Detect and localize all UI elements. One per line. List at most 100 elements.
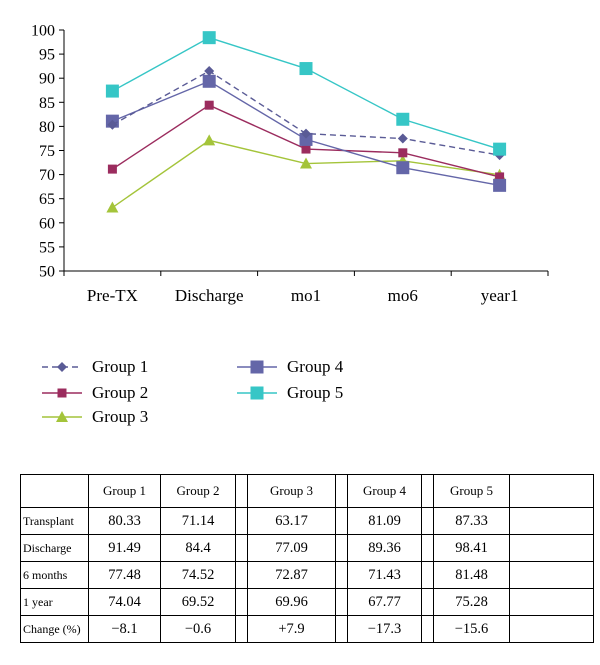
table-row: 1 year 74.04 69.52 69.96 67.77 75.28 [20, 588, 594, 616]
data-table: Group 1 Group 2 Group 3 Group 4 Group 5 … [20, 474, 594, 643]
y-tick-label: 85 [39, 95, 55, 112]
table-header-cell: Group 4 [347, 474, 422, 508]
legend-swatch-group-2 [42, 388, 82, 398]
table-cell: 81.48 [433, 561, 510, 589]
table-cell: 72.87 [247, 561, 336, 589]
legend-swatch-group-1 [42, 362, 82, 372]
data-point [396, 161, 410, 175]
legend-label: Group 4 [287, 357, 344, 376]
data-point [397, 133, 408, 144]
table-cell: −8.1 [88, 615, 161, 643]
table-cell: 91.49 [88, 534, 161, 562]
chart-series [105, 31, 507, 213]
table-cell: 89.36 [347, 534, 422, 562]
legend-item-group-2: Group 2 [40, 381, 148, 405]
legend-marker [250, 360, 264, 374]
legend-marker [57, 362, 67, 372]
table-row: Transplant 80.33 71.14 63.17 81.09 87.33 [20, 507, 594, 535]
table-cell [509, 561, 594, 589]
table-cell: 69.96 [247, 588, 336, 616]
table-row: Discharge 91.49 84.4 77.09 89.36 98.41 [20, 534, 594, 562]
table-cell: −0.6 [160, 615, 236, 643]
table-cell [235, 507, 248, 535]
table-header-cell: Group 2 [160, 474, 236, 508]
table-cell: 63.17 [247, 507, 336, 535]
y-tick-label: 70 [39, 167, 55, 184]
table-row: 6 months 77.48 74.52 72.87 71.43 81.48 [20, 561, 594, 589]
table-cell [335, 615, 348, 643]
table-cell: 98.41 [433, 534, 510, 562]
legend-swatch-group-4 [237, 360, 277, 374]
series-line [112, 70, 500, 156]
legend-item-group-5: Group 5 [235, 381, 343, 405]
legend-label: Group 5 [287, 383, 344, 402]
table-header-row: Group 1 Group 2 Group 3 Group 4 Group 5 [20, 474, 594, 508]
table-cell [235, 534, 248, 562]
series-group-2 [107, 100, 505, 182]
legend-marker [250, 386, 264, 400]
y-tick-label: 60 [39, 215, 55, 232]
data-point [204, 66, 215, 77]
table-cell [421, 507, 434, 535]
table-cell: +7.9 [247, 615, 336, 643]
table-cell [509, 507, 594, 535]
table-header-cell [235, 474, 248, 508]
y-tick-label: 100 [31, 23, 55, 40]
y-tick-label: 90 [39, 71, 55, 88]
y-tick-label: 50 [39, 264, 55, 281]
table-cell [509, 615, 594, 643]
x-tick-label: mo1 [291, 286, 321, 305]
table-cell: 71.43 [347, 561, 422, 589]
data-point [107, 119, 118, 130]
table-cell: −15.6 [433, 615, 510, 643]
data-point [301, 128, 311, 139]
y-tick-label: 65 [39, 191, 55, 208]
table-row-label: 1 year [20, 588, 89, 616]
table-header-cell [509, 474, 594, 508]
x-tick-label: year1 [481, 286, 519, 305]
legend-marker [57, 388, 67, 398]
table-cell: 87.33 [433, 507, 510, 535]
data-point [493, 142, 507, 156]
table-cell: −17.3 [347, 615, 422, 643]
data-point [105, 84, 119, 98]
legend-label: Group 3 [92, 407, 149, 426]
table-cell [335, 588, 348, 616]
table-cell: 71.14 [160, 507, 236, 535]
data-point [493, 178, 507, 192]
table-cell [235, 615, 248, 643]
x-tick-label: Discharge [175, 286, 244, 305]
y-tick-label: 75 [39, 143, 55, 160]
data-point [203, 134, 216, 146]
data-point [106, 201, 119, 213]
data-point [204, 100, 214, 110]
data-point [202, 74, 216, 88]
table-row-label: 6 months [20, 561, 89, 589]
legend-swatch-group-3 [42, 411, 82, 422]
legend-marker [56, 411, 68, 422]
table-cell: 74.04 [88, 588, 161, 616]
table-cell [421, 534, 434, 562]
data-point [202, 31, 216, 45]
table-cell: 74.52 [160, 561, 236, 589]
data-point [107, 164, 117, 174]
data-point [396, 112, 410, 126]
y-tick-label: 55 [39, 239, 55, 256]
x-tick-label: Pre-TX [87, 286, 138, 305]
table-row-label: Change (%) [20, 615, 89, 643]
legend-item-group-1: Group 1 [40, 355, 148, 379]
table-cell: 77.09 [247, 534, 336, 562]
table-cell: 84.4 [160, 534, 236, 562]
table-cell: 77.48 [88, 561, 161, 589]
legend-item-group-4: Group 4 [235, 355, 343, 379]
table-cell [509, 534, 594, 562]
table-row-label: Discharge [20, 534, 89, 562]
table-cell [421, 588, 434, 616]
y-tick-label: 95 [39, 47, 55, 64]
table-cell [335, 507, 348, 535]
legend-item-group-3: Group 3 [40, 405, 148, 429]
x-tick-label: mo6 [388, 286, 418, 305]
series-group-5 [105, 31, 507, 156]
table-header-cell: Group 1 [88, 474, 161, 508]
table-cell: 67.77 [347, 588, 422, 616]
